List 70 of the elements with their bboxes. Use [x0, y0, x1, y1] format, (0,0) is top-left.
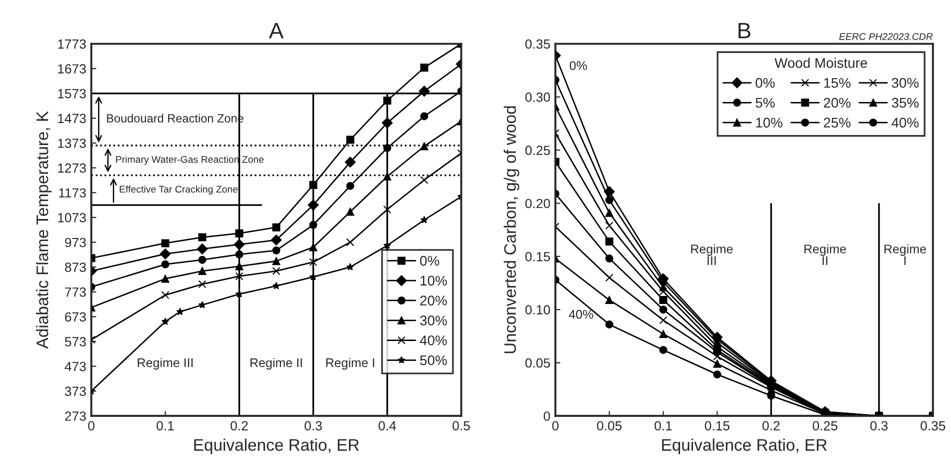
annotation: Regime I [884, 244, 926, 265]
y-tick-label: 973 [65, 238, 86, 248]
annotation: Effective Tar Cracking Zone [120, 186, 238, 195]
y-tick-label: 0.35 [525, 39, 550, 49]
legend-label: 30% [892, 78, 919, 88]
x-tick-label: 0.2 [762, 421, 780, 430]
annotation: Regime III [138, 358, 193, 370]
y-tick-label: 1373 [58, 138, 86, 148]
legend-label: 15% [824, 78, 850, 88]
y-tick-label: 673 [65, 312, 86, 322]
x-tick-label: 0 [552, 421, 559, 430]
y-tick-label: 873 [64, 262, 86, 272]
legend-label: 50% [420, 355, 447, 366]
legend-label: 10% [420, 276, 447, 286]
annotation: 0% [570, 61, 587, 70]
x-tick-label: 0.5 [452, 421, 470, 430]
legend-label: 40% [420, 335, 447, 346]
text: EERC PH22023.CDR [839, 33, 933, 40]
x-tick-label: 0.25 [812, 421, 838, 430]
annotation: 40% [568, 310, 594, 319]
x-tick-label: 0.2 [230, 421, 248, 430]
y-tick-label: 373 [64, 386, 86, 396]
chart-title: B [738, 22, 750, 38]
legend-label: 10% [756, 118, 782, 128]
annotation: Regime II [804, 244, 846, 265]
legend-label: 0% [756, 78, 775, 88]
legend-label: 30% [420, 316, 447, 326]
x-axis-title: Equivalence Ratio, ER [662, 438, 827, 454]
legend-label: 0% [420, 256, 440, 266]
y-tick-label: 0.20 [525, 198, 550, 208]
x-axis-title: Equivalence Ratio, ER [194, 438, 359, 454]
y-tick-label: 0.10 [525, 305, 550, 314]
legend-title: Wood Moisture [774, 58, 868, 68]
annotation: Regime III [691, 244, 733, 265]
chart-title: A [268, 22, 284, 38]
legend-label: 40% [892, 118, 919, 128]
x-tick-label: 0.3 [304, 421, 322, 430]
y-axis-title: Unconverted Carbon, g/g of wood [504, 106, 520, 354]
y-tick-label: 473 [64, 362, 86, 372]
y-tick-label: 1073 [58, 213, 86, 222]
y-tick-label: 0 [544, 411, 550, 421]
annotation: Regime II [250, 358, 302, 370]
y-tick-label: 273 [65, 411, 86, 421]
x-tick-label: 0.4 [378, 421, 396, 430]
legend-label: 20% [824, 98, 850, 108]
y-tick-label: 0.05 [525, 358, 550, 368]
y-tick-label: 1673 [58, 64, 86, 74]
x-tick-label: 0 [88, 421, 94, 430]
legend-label: 25% [824, 118, 850, 128]
y-tick-label: 0.30 [525, 92, 550, 102]
y-tick-label: 0.15 [525, 252, 550, 262]
y-axis-title: Adiabatic Flame Temperature, K [36, 111, 52, 349]
y-tick-label: 1573 [58, 88, 86, 98]
x-tick-label: 0.1 [156, 421, 174, 430]
y-tick-label: 1473 [58, 114, 86, 124]
y-tick-label: 773 [65, 287, 86, 297]
annotation: Regime I [326, 358, 374, 370]
x-tick-label: 0.3 [870, 421, 888, 430]
x-tick-label: 0.15 [704, 421, 730, 430]
x-tick-label: 0.05 [596, 421, 622, 430]
legend-label: 20% [420, 296, 447, 306]
x-tick-label: 0.35 [920, 421, 946, 430]
legend-label: 5% [756, 98, 775, 108]
y-tick-label: 0.25 [525, 146, 550, 156]
y-tick-label: 1173 [59, 188, 86, 198]
y-tick-label: 573 [64, 337, 86, 346]
y-tick-label: 1273 [58, 163, 86, 173]
legend-label: 35% [892, 98, 919, 108]
x-tick-label: 0.1 [654, 421, 672, 430]
y-tick-label: 1773 [58, 39, 86, 49]
